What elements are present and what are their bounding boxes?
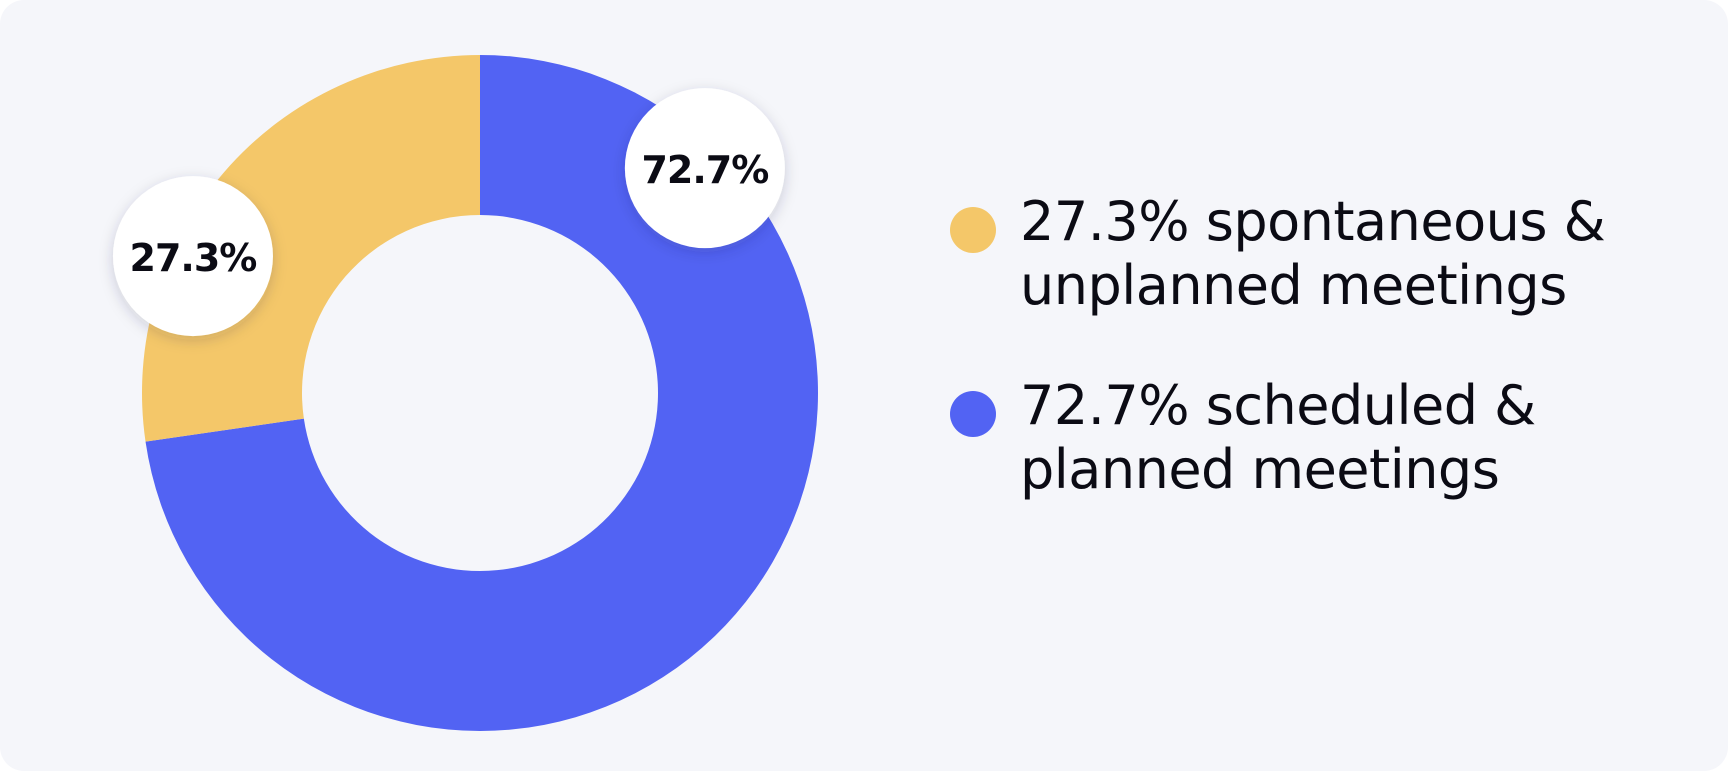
legend-label-scheduled-line2: planned meetings [1020,438,1500,501]
slice-spontaneous [142,55,480,442]
legend-label-scheduled-line1: 72.7% scheduled & [1020,374,1536,437]
legend-item-spontaneous: 27.3% spontaneous & unplanned meetings [950,190,1690,318]
badge-scheduled: 72.7% [624,88,785,249]
legend-dot-spontaneous [950,207,996,253]
badge-spontaneous: 27.3% [112,176,273,337]
badge-scheduled-label: 72.7% [641,148,768,192]
legend-label-spontaneous-line1: 27.3% spontaneous & [1020,190,1606,253]
legend-label-scheduled: 72.7% scheduled & planned meetings [1020,374,1690,502]
legend: 27.3% spontaneous & unplanned meetings 7… [950,190,1690,558]
badges-layer: 27.3% 72.7% [112,88,785,337]
badge-spontaneous-label: 27.3% [130,236,257,280]
legend-label-spontaneous: 27.3% spontaneous & unplanned meetings [1020,190,1690,318]
badge-scheduled-circle [624,88,785,249]
legend-label-spontaneous-line2: unplanned meetings [1020,254,1567,317]
legend-item-scheduled: 72.7% scheduled & planned meetings [950,374,1690,502]
legend-dot-scheduled [950,391,996,437]
badge-spontaneous-circle [112,176,273,337]
